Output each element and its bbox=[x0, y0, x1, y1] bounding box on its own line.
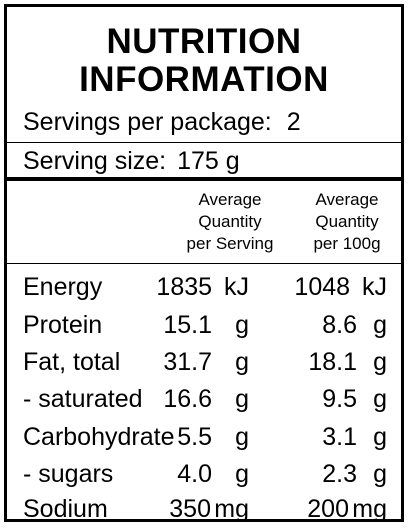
nutrient-name: Sodium bbox=[23, 495, 108, 523]
per-serving-value: 350 bbox=[169, 495, 211, 523]
servings-per-package: Servings per package: 2 bbox=[23, 108, 301, 136]
per-100g-value: 1048 bbox=[294, 273, 351, 301]
per-serving-unit: g bbox=[235, 423, 249, 451]
nutrient-name: Energy bbox=[23, 273, 103, 301]
nutrient-row-fat-total: Fat, total 31.7 g 18.1 g bbox=[7, 344, 401, 380]
per-100g-unit: g bbox=[373, 348, 387, 376]
per-100g-value: 2.3 bbox=[322, 460, 357, 488]
per-serving-unit: g bbox=[235, 311, 249, 339]
col-serving-line-1: Average bbox=[198, 190, 262, 209]
per-100g-value: 200 bbox=[307, 495, 349, 523]
nutrient-row-protein: Protein 15.1 g 8.6 g bbox=[7, 307, 401, 343]
per-100g-unit: g bbox=[373, 311, 387, 339]
per-100g-unit: kJ bbox=[362, 273, 387, 301]
serving-size-label: Serving size: bbox=[23, 147, 167, 175]
per-serving-unit: g bbox=[235, 385, 249, 413]
nutrient-name: - sugars bbox=[23, 460, 114, 488]
per-serving-unit: mg bbox=[214, 495, 249, 523]
per-serving-value: 5.5 bbox=[177, 423, 213, 451]
per-serving-unit: kJ bbox=[224, 273, 249, 301]
title-line-1: NUTRITION bbox=[106, 22, 302, 61]
per-100g-value: 8.6 bbox=[322, 311, 357, 339]
col-serving-line-3: per Serving bbox=[186, 234, 274, 253]
col-header-per-100g: Average Quantity per 100g bbox=[297, 189, 397, 255]
col-100g-line-3: per 100g bbox=[313, 234, 381, 253]
servings-value: 2 bbox=[286, 108, 301, 136]
per-100g-unit: mg bbox=[352, 495, 387, 523]
per-serving-unit: g bbox=[235, 460, 249, 488]
per-serving-value: 31.7 bbox=[163, 348, 213, 376]
per-100g-unit: g bbox=[373, 460, 387, 488]
title-line-2: INFORMATION bbox=[79, 60, 329, 99]
nutrient-row-sugars: - sugars 4.0 g 2.3 g bbox=[7, 456, 401, 492]
per-serving-value: 16.6 bbox=[163, 385, 213, 413]
divider-header bbox=[7, 177, 401, 181]
nutrition-panel: NUTRITION INFORMATION Servings per packa… bbox=[4, 4, 404, 523]
per-100g-unit: g bbox=[373, 385, 387, 413]
divider-servings bbox=[7, 142, 401, 143]
servings-label: Servings per package: bbox=[23, 108, 272, 136]
nutrient-name: - saturated bbox=[23, 385, 143, 413]
nutrient-row-carbohydrate: Carbohydrate 5.5 g 3.1 g bbox=[7, 419, 401, 455]
serving-size: Serving size: 175 g bbox=[23, 147, 240, 175]
per-serving-value: 1835 bbox=[156, 273, 213, 301]
col-serving-line-2: Quantity bbox=[198, 212, 262, 231]
nutrient-row-energy: Energy 1835 kJ 1048 kJ bbox=[7, 269, 401, 305]
per-100g-value: 9.5 bbox=[322, 385, 357, 413]
divider-table bbox=[7, 263, 401, 264]
serving-size-value: 175 g bbox=[177, 147, 240, 175]
per-100g-unit: g bbox=[373, 423, 387, 451]
per-100g-value: 18.1 bbox=[308, 348, 357, 376]
nutrient-row-saturated: - saturated 16.6 g 9.5 g bbox=[7, 381, 401, 417]
nutrient-name: Protein bbox=[23, 311, 103, 339]
per-100g-value: 3.1 bbox=[322, 423, 357, 451]
panel-title: NUTRITION INFORMATION bbox=[7, 23, 401, 99]
per-serving-value: 15.1 bbox=[163, 311, 213, 339]
nutrient-name: Carbohydrate bbox=[23, 423, 175, 451]
col-header-per-serving: Average Quantity per Serving bbox=[175, 189, 285, 255]
col-100g-line-1: Average bbox=[315, 190, 379, 209]
nutrient-name: Fat, total bbox=[23, 348, 121, 376]
per-serving-value: 4.0 bbox=[177, 460, 213, 488]
nutrient-row-sodium: Sodium 350 mg 200 mg bbox=[7, 491, 401, 527]
col-100g-line-2: Quantity bbox=[315, 212, 379, 231]
per-serving-unit: g bbox=[235, 348, 249, 376]
